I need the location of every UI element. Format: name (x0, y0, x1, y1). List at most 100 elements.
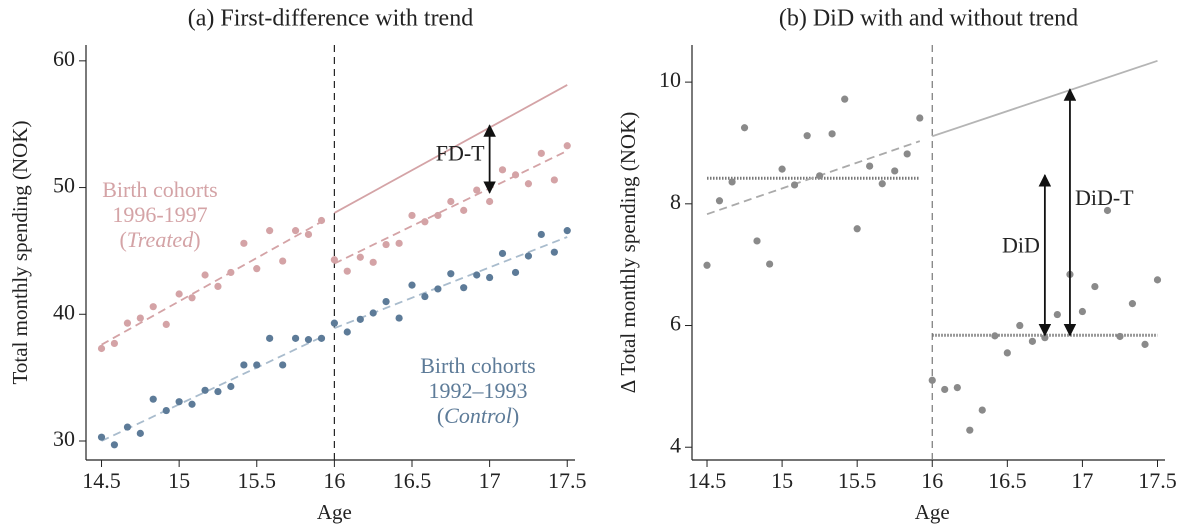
point (1141, 340, 1149, 348)
point (123, 423, 132, 431)
point (816, 172, 824, 180)
point (1028, 337, 1037, 345)
point (395, 314, 403, 322)
point (434, 211, 442, 220)
point (703, 261, 711, 269)
arrow-label: DiD-T (1075, 185, 1134, 210)
point (1128, 300, 1137, 308)
y-tick-label: 4 (670, 432, 681, 457)
point (473, 186, 481, 194)
point (240, 361, 248, 369)
point (866, 162, 874, 170)
point (253, 265, 261, 273)
point (97, 433, 106, 441)
point (1016, 321, 1024, 330)
x-tick-label: 15 (771, 468, 793, 493)
point (498, 166, 507, 174)
x-tick-label: 17.5 (548, 468, 587, 493)
x-tick-label: 14.5 (82, 468, 121, 493)
cohort-label: Birth cohorts (102, 177, 218, 202)
point (330, 319, 338, 327)
x-tick-label: 16 (323, 468, 345, 493)
point (753, 237, 761, 245)
point (356, 315, 364, 323)
point (903, 150, 911, 158)
point (369, 309, 377, 317)
point (1103, 206, 1112, 215)
point (123, 319, 132, 327)
point (715, 197, 724, 205)
point (382, 240, 390, 249)
arrow-label: DiD (1002, 232, 1040, 257)
point (201, 386, 209, 394)
point (136, 429, 144, 437)
point (266, 227, 274, 235)
point (1078, 307, 1087, 316)
cohort-label-part: Treated (127, 227, 194, 252)
y-tick-label: 50 (53, 173, 75, 198)
x-tick-label: 15.5 (238, 468, 277, 493)
y-tick-label: 10 (659, 67, 681, 92)
y-tick-label: 6 (670, 311, 681, 336)
point (97, 344, 106, 353)
point (110, 441, 119, 449)
point (803, 132, 811, 140)
trend-line (333, 84, 568, 214)
point (356, 253, 364, 261)
point (266, 334, 274, 342)
trend-line (334, 236, 568, 330)
cohort-label: 1996-1997 (112, 202, 207, 227)
point (953, 383, 961, 392)
point (447, 270, 455, 278)
point (537, 230, 545, 239)
point (550, 176, 558, 184)
x-tick-label: 15.5 (838, 468, 877, 493)
point (421, 218, 429, 226)
point (343, 267, 351, 275)
cohort-label-part: ) (512, 403, 519, 428)
trend-line (706, 140, 921, 216)
y-tick-label: 60 (53, 46, 75, 71)
point (434, 285, 442, 293)
x-tick-label: 16.5 (393, 468, 432, 493)
point (563, 142, 571, 150)
cohort-label: Birth cohorts (420, 353, 536, 378)
point (279, 257, 287, 265)
cohort-label-part: Birth cohorts (420, 353, 536, 378)
x-tick-label: 14.5 (688, 468, 727, 493)
point (162, 406, 170, 415)
cohort-label: 1992–1993 (429, 378, 528, 403)
point (330, 256, 338, 264)
point (149, 303, 157, 311)
point (916, 114, 924, 122)
chart-title: (b) DiD with and without trend (779, 6, 1078, 32)
cohort-label-part: ( (119, 227, 126, 252)
point (740, 124, 749, 132)
x-tick-label: 15 (168, 468, 190, 493)
point (1153, 276, 1162, 284)
point (227, 382, 235, 391)
cohort-label-part: Control (444, 403, 512, 428)
point (291, 334, 300, 342)
point (279, 361, 287, 369)
point (841, 95, 849, 103)
point (304, 230, 313, 239)
point (162, 320, 170, 329)
point (110, 339, 119, 348)
cohort-label: (Treated) (119, 227, 200, 252)
cohort-label-part: ) (193, 227, 200, 252)
point (473, 271, 481, 279)
x-tick-label: 16.5 (988, 468, 1027, 493)
point (778, 165, 786, 173)
point (828, 130, 836, 138)
point (766, 260, 774, 268)
x-tick-label: 16 (921, 468, 943, 493)
trend-line (333, 149, 568, 265)
point (460, 284, 468, 292)
y-tick-label: 40 (53, 299, 75, 324)
y-tick-label: 30 (53, 426, 75, 451)
trend-line (101, 220, 322, 346)
x-tick-label: 17 (479, 468, 501, 493)
y-axis-label: Δ Total monthly spending (NOK) (616, 112, 640, 394)
